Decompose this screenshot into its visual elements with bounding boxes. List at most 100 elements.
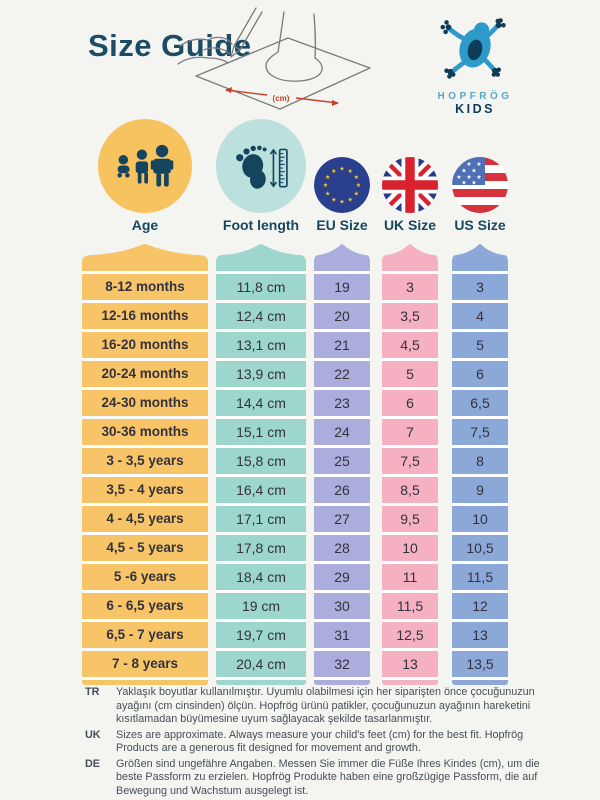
svg-text:★: ★ [348, 197, 353, 204]
footnote: DE Größen sind ungefähre Angaben. Messen… [85, 758, 555, 799]
eu-size-cell: 26 [314, 477, 370, 503]
eu-size-cell: 24 [314, 419, 370, 445]
hand-line-1 [179, 36, 233, 47]
footnote-language: DE [85, 757, 100, 770]
eu-size-cell: 25 [314, 448, 370, 474]
svg-text:★: ★ [471, 180, 476, 187]
age-cell: 4 - 4,5 years [82, 506, 208, 532]
foot-length-cell: 16,4 cm [216, 477, 306, 503]
eu-column-cap [314, 243, 370, 271]
header: Size Guide (cm) [0, 0, 600, 118]
age-cells: 8-12 months 12-16 months 16-20 months 20-24… [82, 271, 208, 680]
column-label-uk: UK Size [383, 217, 437, 233]
uk-size-cell: 3 [382, 274, 438, 300]
age-column-footer [82, 680, 208, 685]
footnote: UK Sizes are approximate. Always measure… [85, 729, 555, 756]
foot-length-cell: 15,8 cm [216, 448, 306, 474]
svg-text:★: ★ [331, 197, 336, 204]
eu-size-cell: 29 [314, 564, 370, 590]
footnote-text: Yaklaşık boyutlar kullanılmıştır. Uyumlu… [116, 686, 535, 725]
uk-size-cell: 4,5 [382, 332, 438, 358]
eu-size-cell: 30 [314, 593, 370, 619]
us-size-cell: 5 [452, 332, 508, 358]
foot-tracing-illustration: (cm) [177, 7, 371, 110]
svg-text:★: ★ [466, 161, 471, 168]
uk-flag-icon [382, 157, 438, 213]
cm-dimension-arrow: (cm) [225, 87, 339, 106]
us-size-cell: 11,5 [452, 564, 508, 590]
us-column-cap [452, 243, 508, 271]
uk-size-cell: 10 [382, 535, 438, 561]
uk-column-footer [382, 680, 438, 685]
column-label-us: US Size [454, 217, 506, 233]
age-cell: 5 -6 years [82, 564, 208, 590]
svg-text:★: ★ [323, 182, 328, 189]
eu-size-cell: 22 [314, 361, 370, 387]
footnote-text: Größen sind ungefähre Angaben. Messen Si… [116, 757, 540, 797]
age-cell: 6,5 - 7 years [82, 622, 208, 648]
size-table: 8-12 months 12-16 months 16-20 months 20-24… [82, 243, 600, 685]
footnote-text: Sizes are approximate. Always measure yo… [116, 728, 524, 755]
cm-label: (cm) [273, 94, 290, 103]
us-size-cell: 3 [452, 274, 508, 300]
age-cell: 12-16 months [82, 303, 208, 329]
foot-length-cell: 13,1 cm [216, 332, 306, 358]
svg-text:★: ★ [476, 161, 481, 168]
eu-cells: 19 20 21 22 23 24 25 26 27 28 29 30 31 32 [314, 271, 370, 680]
uk-size-column: 3 3,5 4,5 5 6 7 7,5 8,5 9,5 10 11 11,5 12,5 13 [382, 243, 438, 685]
svg-text:★: ★ [356, 182, 361, 189]
eu-size-cell: 19 [314, 274, 370, 300]
us-size-cell: 12 [452, 593, 508, 619]
foot-length-cell: 20,4 cm [216, 651, 306, 677]
foot-length-cell: 17,1 cm [216, 506, 306, 532]
frog-icon [440, 18, 506, 79]
brand-sub: KIDS [455, 102, 495, 116]
svg-text:★: ★ [339, 199, 344, 206]
svg-text:★: ★ [466, 174, 471, 181]
eu-size-cell: 27 [314, 506, 370, 532]
foot-length-cell: 19,7 cm [216, 622, 306, 648]
us-flag-icon: ★ ★ ★ ★ ★ ★ ★ ★ ★ ★ [452, 157, 508, 213]
pencil-tip [230, 45, 241, 58]
svg-text:★: ★ [339, 166, 344, 173]
foot-length-cell: 14,4 cm [216, 390, 306, 416]
column-label-foot: Foot length [222, 217, 300, 233]
foot-length-cell: 19 cm [216, 593, 306, 619]
age-cell: 3,5 - 4 years [82, 477, 208, 503]
uk-size-cell: 7 [382, 419, 438, 445]
family-icon [117, 144, 174, 187]
footprint-ruler-icon [236, 145, 288, 189]
foot-length-cell: 17,8 cm [216, 535, 306, 561]
us-size-cell: 13 [452, 622, 508, 648]
footnote-language: UK [85, 728, 101, 741]
eu-size-cell: 31 [314, 622, 370, 648]
svg-text:★: ★ [348, 168, 353, 175]
foot-column-footer [216, 680, 306, 685]
foot-length-cell: 15,1 cm [216, 419, 306, 445]
svg-text:★: ★ [325, 191, 330, 198]
foot-outline [265, 51, 323, 82]
uk-cells: 3 3,5 4,5 5 6 7 7,5 8,5 9,5 10 11 11,5 12,5 13 [382, 271, 438, 680]
age-cell: 20-24 months [82, 361, 208, 387]
uk-size-cell: 11 [382, 564, 438, 590]
age-cell: 24-30 months [82, 390, 208, 416]
us-size-cell: 8 [452, 448, 508, 474]
uk-size-cell: 13 [382, 651, 438, 677]
uk-size-cell: 5 [382, 361, 438, 387]
age-column-cap [82, 243, 208, 271]
eu-size-column: 19 20 21 22 23 24 25 26 27 28 29 30 31 32 [314, 243, 370, 685]
foot-cells: 11,8 cm 12,4 cm 13,1 cm 13,9 cm 14,4 cm 15,1 … [216, 271, 306, 680]
foot-column-cap [216, 243, 306, 271]
leg-line-left [277, 11, 285, 53]
footnote: TR Yaklaşık boyutlar kullanılmıştır. Uyu… [85, 686, 555, 727]
age-column: 8-12 months 12-16 months 16-20 months 20-24… [82, 243, 208, 685]
age-cell: 3 - 3,5 years [82, 448, 208, 474]
eu-size-cell: 32 [314, 651, 370, 677]
foot-length-cell: 11,8 cm [216, 274, 306, 300]
foot-length-header-circle [216, 119, 306, 213]
hand-line-2 [203, 47, 231, 55]
uk-size-cell: 6 [382, 390, 438, 416]
column-icons-row: ★ ★ ★ ★ ★ ★ ★ ★ ★ ★ ★ ★ [82, 118, 600, 213]
eu-size-cell: 23 [314, 390, 370, 416]
